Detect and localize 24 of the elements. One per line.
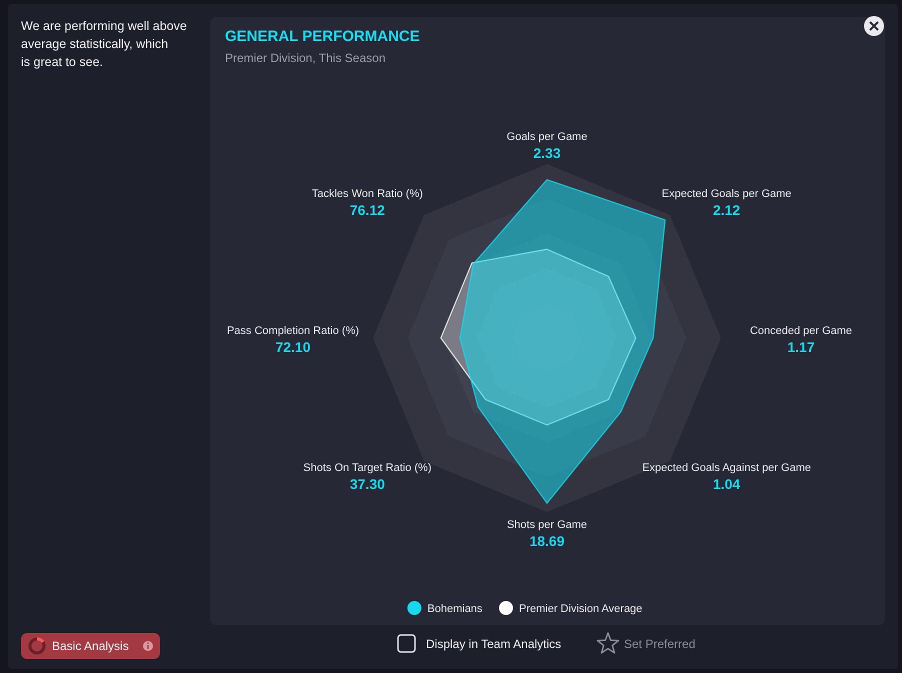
text: 37.30 (350, 476, 385, 492)
chart-title: GENERAL PERFORMANCE (225, 28, 420, 45)
text: 1.04 (712, 476, 740, 492)
spoke-label: Shots On Target Ratio (%) (303, 462, 432, 474)
chart-subtitle: Premier Division, This Season (225, 51, 386, 65)
legend-label: Premier Division Average (519, 603, 642, 615)
spoke-label: Shots per Game (506, 519, 588, 531)
text: 72.10 (275, 339, 311, 355)
spoke-label: Tackles Won Ratio (%) (312, 188, 423, 200)
text: Set Preferred (624, 637, 696, 651)
text: Basic Analysis (52, 639, 129, 653)
text: 76.12 (350, 202, 385, 218)
text: We are performing well above average statistically, which is great to see. (21, 19, 187, 69)
spoke-label: Conceded per Game (750, 325, 852, 337)
text: 2.12 (712, 202, 740, 218)
spoke-label: Pass Completion Ratio (%) (226, 325, 360, 337)
spoke-label: Goals per Game (506, 131, 588, 143)
text: 2.33 (533, 145, 561, 161)
text: 18.69 (529, 533, 565, 549)
spoke-label: Expected Goals per Game (662, 188, 792, 200)
text: Display in Team Analytics (426, 637, 562, 651)
text: 1.17 (787, 339, 815, 355)
legend-label: Bohemians (427, 603, 483, 615)
spoke-label: Expected Goals Against per Game (642, 462, 811, 474)
